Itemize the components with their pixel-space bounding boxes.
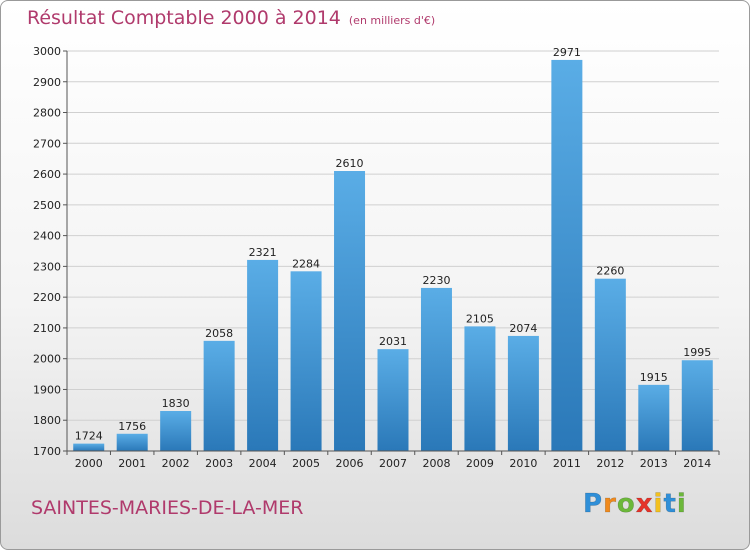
value-label-2005: 2284 [292,257,320,270]
y-tick-label: 2500 [33,199,61,212]
x-tick-label-2002: 2002 [162,457,190,470]
x-tick-label-2005: 2005 [292,457,320,470]
x-tick-label-2001: 2001 [118,457,146,470]
bar-2002 [160,411,192,451]
logo-letter: P [583,489,604,520]
proxiti-logo: Proxiti [583,489,687,520]
bar-2000 [73,443,105,451]
y-tick-label: 2000 [33,353,61,366]
x-tick-label-2013: 2013 [640,457,668,470]
x-tick-label-2011: 2011 [553,457,581,470]
x-axis-ticks: 2000 2001 2002 2003 2004 2005 2006 2007 2008 2009… [66,451,720,470]
y-tick-label: 1700 [33,445,61,458]
value-label-2000: 1724 [75,430,103,443]
value-label-2001: 1756 [118,420,146,433]
bar-2007 [377,349,409,451]
bar-2006 [334,171,366,451]
y-axis-ticks: 1700 1800 1900 2000 2100 2200 2300 2400 2500 2600… [33,45,67,458]
y-tick-label: 2600 [33,168,61,181]
x-tick-label-2014: 2014 [683,457,711,470]
logo-letter: i [653,489,664,520]
x-tick-label-2000: 2000 [75,457,103,470]
bar-2008 [420,287,452,451]
bar-2001 [116,433,148,451]
y-tick-label: 2900 [33,76,61,89]
value-label-2003: 2058 [205,327,233,340]
value-label-2014: 1995 [683,346,711,359]
chart-subtitle: (en milliers d'€) [348,14,436,27]
logo-letter: o [616,489,636,520]
logo-letter: t [663,489,677,520]
value-label-2004: 2321 [249,246,277,259]
x-tick-label-2008: 2008 [422,457,450,470]
bar-2013 [638,384,670,451]
y-tick-label: 2700 [33,137,61,150]
x-tick-label-2004: 2004 [249,457,277,470]
bar-2010 [507,335,539,451]
x-tick-label-2012: 2012 [596,457,624,470]
x-tick-label-2003: 2003 [205,457,233,470]
bar-2009 [464,326,496,451]
bars [73,59,713,452]
value-label-2009: 2105 [466,312,494,325]
chart-title-text: Résultat Comptable 2000 à 2014 [27,7,341,29]
bar-2012 [594,278,626,451]
city-name: SAINTES-MARIES-DE-LA-MER [31,497,304,519]
y-tick-label: 2100 [33,322,61,335]
y-tick-label: 2800 [33,107,61,120]
value-label-2013: 1915 [640,371,668,384]
bar-2005 [290,271,322,451]
value-labels: 1724 1756 1830 2058 2321 2284 2610 2031 2230 2105… [75,46,712,443]
y-tick-label: 3000 [33,45,61,58]
y-tick-label: 2300 [33,260,61,273]
value-label-2008: 2230 [422,274,450,287]
value-label-2007: 2031 [379,335,407,348]
logo-letter: i [676,489,687,520]
y-tick-label: 2400 [33,230,61,243]
y-tick-label: 1800 [33,414,61,427]
value-label-2011: 2971 [553,46,581,59]
bar-2011 [551,59,583,452]
value-label-2012: 2260 [596,265,624,278]
x-tick-label-2007: 2007 [379,457,407,470]
value-label-2010: 2074 [509,322,537,335]
value-label-2002: 1830 [162,397,190,410]
bar-2003 [203,340,235,451]
bar-2014 [681,360,713,451]
x-tick-label-2006: 2006 [336,457,364,470]
x-tick-label-2009: 2009 [466,457,494,470]
x-tick-label-2010: 2010 [509,457,537,470]
y-tick-label: 1900 [33,383,61,396]
bar-2004 [247,259,279,451]
logo-letter: x [635,489,654,520]
chart-title: Résultat Comptable 2000 à 2014 (en millie… [27,7,435,29]
value-label-2006: 2610 [336,157,364,170]
logo-letter: r [603,489,617,520]
y-tick-label: 2200 [33,291,61,304]
